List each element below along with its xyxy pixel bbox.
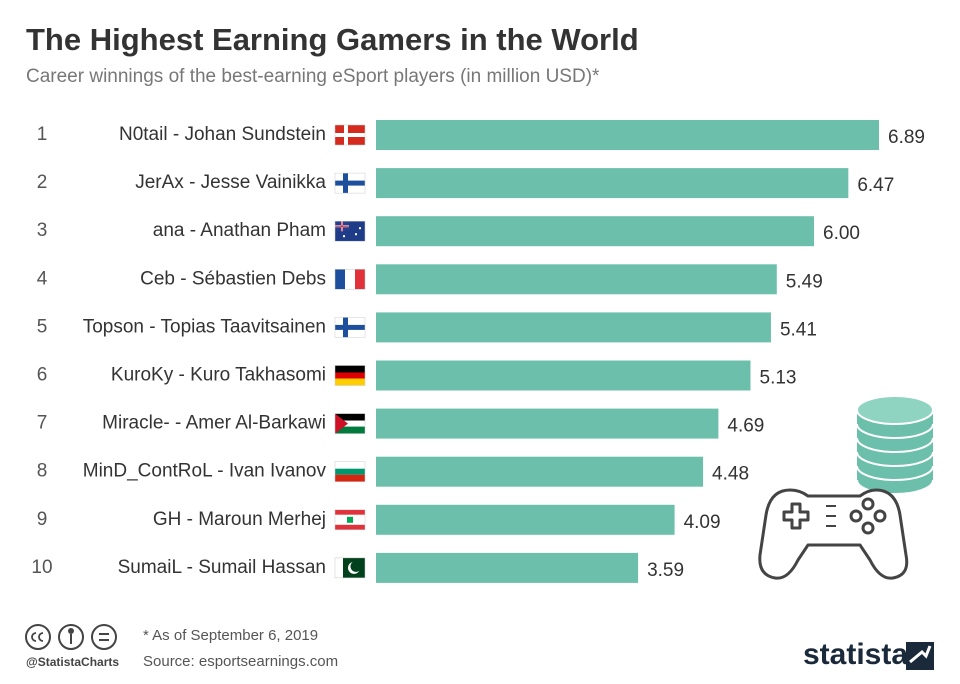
flag-icon <box>334 365 366 386</box>
bar <box>376 120 879 150</box>
flag-part <box>359 227 361 230</box>
flag-icon <box>334 124 366 146</box>
rank-label: 9 <box>37 509 48 530</box>
value-label: 6.89 <box>888 127 925 148</box>
source: Source: esportsearnings.com <box>143 653 338 670</box>
value-label: 6.00 <box>823 223 860 244</box>
rank-label: 7 <box>37 413 48 434</box>
value-label: 5.49 <box>786 271 823 292</box>
flag-part <box>347 516 353 523</box>
rank-label: 1 <box>37 124 48 145</box>
bar <box>376 168 849 199</box>
coins-icon <box>856 395 934 495</box>
category-label: GH - Maroun Merhej <box>153 509 326 530</box>
flag-part <box>335 474 365 482</box>
flag-part <box>350 560 362 572</box>
category-label: ana - Anathan Pham <box>153 220 326 241</box>
flag-part <box>335 468 365 475</box>
bar <box>376 408 719 439</box>
rank-label: 8 <box>37 461 48 482</box>
flag-part <box>335 420 365 427</box>
flag-part <box>335 133 365 137</box>
bar <box>376 312 771 343</box>
category-label: JerAx - Jesse Vainikka <box>135 172 326 193</box>
brand-logo <box>906 642 934 670</box>
flag-border <box>334 509 366 531</box>
rank-label: 3 <box>37 220 48 241</box>
value-label: 3.59 <box>647 560 684 581</box>
flag-part <box>355 269 365 290</box>
flag-border <box>334 365 366 386</box>
chart-title: The Highest Earning Gamers in the World <box>26 22 639 57</box>
bar <box>376 504 675 535</box>
flag-border <box>334 269 366 290</box>
flag-part <box>335 324 365 330</box>
flag-part <box>335 413 365 421</box>
rank-label: 4 <box>37 268 48 289</box>
category-label: Topson - Topias Taavitsainen <box>83 316 326 337</box>
value-label: 4.69 <box>727 416 764 437</box>
flag-part <box>335 378 365 386</box>
flag-icon <box>334 269 366 290</box>
bar <box>376 264 777 295</box>
category-label: N0tail - Johan Sundstein <box>119 124 326 145</box>
value-label: 5.13 <box>760 368 797 389</box>
value-label: 4.09 <box>684 512 721 533</box>
flag-part <box>335 269 345 290</box>
rank-label: 2 <box>37 172 48 193</box>
flag-icon <box>334 557 366 579</box>
flag-part <box>335 461 365 469</box>
bar <box>376 216 815 247</box>
rank-label: 5 <box>37 316 48 337</box>
handle: @StatistaCharts <box>26 655 119 669</box>
rank-label: 10 <box>31 557 52 578</box>
flag-part <box>355 233 357 236</box>
flag-part <box>335 509 365 515</box>
bar <box>376 552 639 583</box>
category-label: KuroKy - Kuro Takhasomi <box>111 365 326 386</box>
value-label: 6.47 <box>857 175 894 196</box>
flag-border <box>334 557 366 579</box>
category-label: Miracle- - Amer Al-Barkawi <box>102 413 326 434</box>
flag-part <box>335 413 348 434</box>
flag-icon <box>334 220 366 242</box>
category-label: Ceb - Sébastien Debs <box>140 268 326 289</box>
flag-part <box>335 426 365 434</box>
flag-part <box>335 524 365 530</box>
flag-part <box>335 372 365 379</box>
bar <box>376 456 704 487</box>
license-icons <box>25 624 117 650</box>
controller-icon <box>758 488 909 580</box>
flag-border <box>334 220 366 242</box>
flag-part <box>335 225 349 227</box>
flag-part <box>335 557 343 578</box>
brand: statista <box>803 638 908 671</box>
flag-part <box>335 180 365 186</box>
flag-border <box>334 172 366 194</box>
flag-icon <box>334 317 366 338</box>
value-label: 5.41 <box>780 319 817 340</box>
category-label: MinD_ContRoL - Ivan Ivanov <box>83 461 327 482</box>
flag-border <box>334 413 366 434</box>
flag-border <box>334 124 366 146</box>
flag-part <box>335 365 365 373</box>
flag-icon <box>334 461 366 482</box>
flag-part <box>343 235 345 238</box>
category-label: SumaiL - Sumail Hassan <box>118 557 326 578</box>
rank-label: 6 <box>37 365 48 386</box>
flag-icon <box>334 509 366 531</box>
flag-icon <box>334 172 366 194</box>
flag-part <box>345 269 355 290</box>
value-label: 4.48 <box>712 464 749 485</box>
flag-icon <box>334 413 366 434</box>
flag-border <box>334 461 366 482</box>
bar <box>376 360 751 391</box>
note: * As of September 6, 2019 <box>143 627 318 644</box>
chart-subtitle: Career winnings of the best-earning eSpo… <box>26 66 600 87</box>
flag-border <box>334 317 366 338</box>
